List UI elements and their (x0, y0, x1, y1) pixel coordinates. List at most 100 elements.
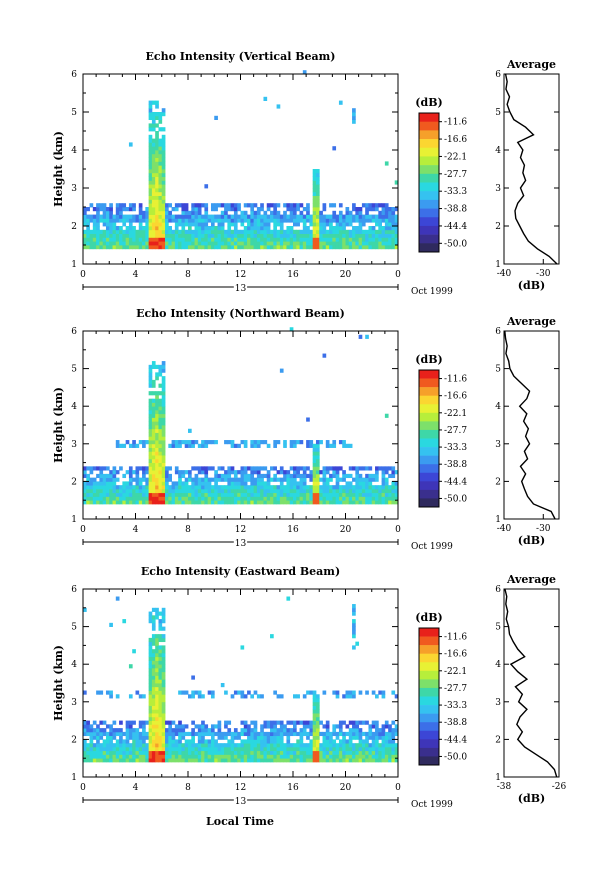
heatmap-cell (148, 233, 153, 238)
heatmap-cell (214, 492, 218, 497)
heatmap-cell (86, 218, 90, 223)
heatmap-cell (151, 428, 156, 433)
heatmap-cell (115, 754, 120, 759)
heatmap-cell (273, 237, 277, 242)
heatmap-cell (368, 466, 373, 471)
heatmap-cell (306, 466, 310, 471)
heatmap-cell (197, 750, 202, 755)
heatmap-cell (233, 500, 238, 505)
heatmap-cell (151, 157, 156, 162)
heatmap-cell (86, 750, 90, 755)
heatmap-cell (293, 720, 297, 725)
heatmap-cell (158, 191, 163, 196)
heatmap-cell (191, 210, 195, 215)
heatmap-cell (115, 492, 120, 497)
heatmap-cell (148, 720, 153, 725)
heatmap-cell (224, 229, 228, 234)
colorbar-label: -33.3 (444, 187, 467, 197)
heatmap-cell (161, 754, 166, 759)
heatmap-cell (358, 473, 363, 479)
heatmap-cell (352, 622, 356, 627)
heatmap-cell (302, 214, 307, 219)
heatmap-cell (181, 758, 186, 763)
colorbar-swatch (419, 447, 439, 456)
colorbar-swatch (419, 662, 439, 672)
heatmap-cell (293, 728, 297, 733)
colorbar-swatch (419, 421, 439, 431)
heatmap-cell (263, 481, 268, 486)
heatmap-cell (253, 470, 258, 475)
heatmap-cell (99, 496, 104, 501)
heatmap-cell (348, 443, 353, 448)
heatmap-cell (165, 492, 169, 497)
heatmap-cell (247, 728, 251, 733)
heatmap-cell (122, 488, 127, 494)
heatmap-cell (220, 226, 225, 231)
heatmap-cell (381, 496, 386, 501)
heatmap-cell (384, 488, 389, 494)
heatmap-cell (155, 683, 159, 688)
heatmap-cell (250, 203, 255, 208)
heatmap-cell (335, 229, 340, 234)
heatmap-cell (237, 500, 241, 505)
heatmap-cell (148, 207, 153, 212)
heatmap-cell (247, 233, 251, 238)
heatmap-cell (394, 237, 399, 242)
heatmap-cell (312, 466, 317, 471)
heatmap-cell (86, 241, 90, 246)
heatmap-cell (263, 488, 268, 494)
heatmap-cell (132, 750, 136, 755)
heatmap-cell (306, 758, 310, 763)
heatmap-cell (99, 237, 104, 242)
heatmap-cell (178, 222, 182, 227)
heatmap-cell (145, 226, 150, 231)
heatmap-cell (384, 233, 389, 238)
heatmap-cell (119, 754, 123, 759)
heatmap-cell (96, 245, 100, 250)
heatmap-cell (148, 391, 153, 396)
heatmap-cell (371, 485, 376, 490)
heatmap-cell (312, 455, 317, 460)
heatmap-cell (322, 500, 327, 505)
heatmap-cell (112, 728, 117, 733)
heatmap-cell (299, 440, 304, 445)
heatmap-cell (306, 203, 310, 208)
heatmap-cell (161, 671, 166, 676)
heatmap-cell (332, 241, 337, 246)
heatmap-cell (371, 229, 376, 234)
heatmap-cell (122, 731, 127, 737)
heatmap-cell (155, 394, 159, 400)
heatmap-cell (384, 214, 389, 219)
heatmap-cell (151, 119, 156, 124)
heatmap-cell (188, 477, 192, 482)
heatmap-cell (329, 485, 333, 490)
heatmap-cell (178, 750, 182, 755)
heatmap-cell (83, 754, 87, 759)
colorbar-label: -16.6 (444, 392, 467, 402)
heatmap-cell (266, 731, 271, 737)
heatmap-cell (142, 466, 146, 471)
heatmap-cell (181, 229, 186, 234)
heatmap-cell (151, 660, 156, 665)
heatmap-cell (151, 496, 156, 501)
heatmap-cell (325, 466, 330, 471)
heatmap-cell (394, 481, 399, 486)
heatmap-cell (204, 218, 209, 223)
heatmap-cell (220, 218, 225, 223)
heatmap-cell (319, 758, 323, 763)
colorbar-title: (dB) (415, 611, 442, 624)
colorbar-swatch (419, 217, 439, 227)
heatmap-cell (148, 226, 153, 231)
heatmap-cell (299, 203, 304, 208)
heatmap-cell (112, 496, 117, 501)
heatmap-cell (384, 724, 389, 729)
heatmap-cell (174, 207, 179, 212)
heatmap-cell (263, 214, 268, 219)
heatmap-cell (243, 750, 248, 755)
heatmap-cell (388, 229, 392, 234)
heatmap-cell (148, 237, 153, 242)
heatmap-cell (325, 229, 330, 234)
heatmap-cell (220, 233, 225, 238)
heatmap-cell (352, 485, 356, 490)
heatmap-cell (99, 233, 104, 238)
